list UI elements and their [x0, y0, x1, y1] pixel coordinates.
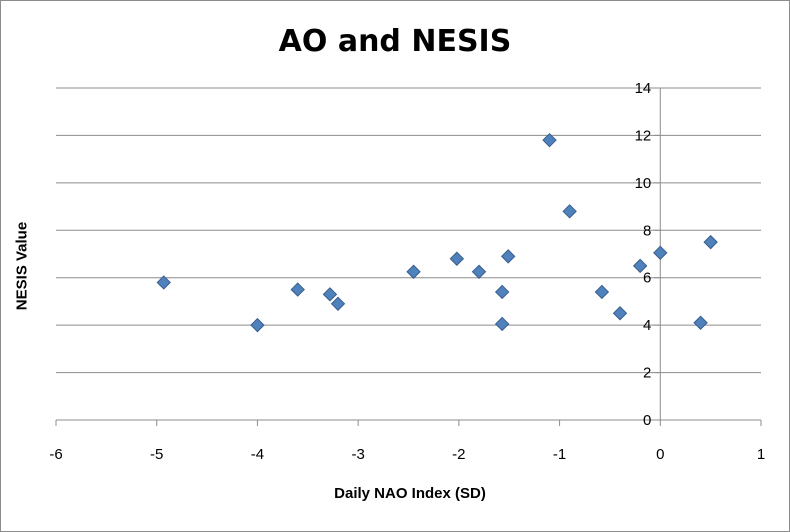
data-point-15 — [632, 258, 648, 274]
gridlines — [56, 87, 761, 374]
data-point-2 — [290, 282, 305, 297]
data-point-1 — [250, 317, 265, 333]
data-point-9 — [494, 316, 510, 332]
y-tick-label-4: 8 — [643, 222, 651, 239]
x-tick-label-3: -3 — [351, 446, 364, 463]
x-tick-label-4: -2 — [452, 446, 465, 463]
x-tick-label-5: -1 — [553, 446, 566, 463]
x-tick-label-7: 1 — [757, 446, 765, 463]
data-point-3 — [322, 287, 338, 302]
x-tick-label-0: -6 — [49, 446, 62, 463]
x-tick-label-6: 0 — [656, 446, 664, 463]
data-point-17 — [693, 315, 708, 330]
y-tick-label-0: 0 — [643, 412, 651, 429]
data-point-0 — [156, 275, 171, 290]
data-point-16 — [653, 245, 668, 261]
y-tick-labels: 0 2 4 6 8 10 12 14 — [635, 80, 652, 429]
chart-title: AO and NESIS — [278, 24, 512, 59]
y-tick-label-1: 2 — [643, 365, 651, 382]
data-point-13 — [594, 284, 610, 300]
data-point-6 — [449, 251, 465, 266]
x-tick-label-1: -5 — [150, 446, 163, 463]
data-point-5 — [406, 264, 421, 279]
data-point-7 — [471, 264, 487, 279]
y-tick-label-2: 4 — [643, 317, 651, 334]
data-point-14 — [612, 306, 628, 321]
data-point-4 — [330, 296, 346, 312]
y-tick-label-7: 14 — [635, 80, 652, 97]
data-point-10 — [501, 249, 516, 264]
y-tick-label-6: 12 — [635, 127, 652, 144]
data-points — [156, 132, 718, 333]
data-point-8 — [494, 284, 510, 300]
y-tick-label-5: 10 — [635, 175, 652, 192]
axes — [55, 87, 762, 426]
data-point-12 — [562, 204, 577, 219]
x-tick-label-2: -4 — [251, 446, 264, 463]
data-point-18 — [703, 234, 718, 250]
data-point-11 — [542, 132, 557, 148]
x-tick-labels: -6 -5 -4 -3 -2 -1 0 1 — [49, 446, 765, 463]
x-axis-label: Daily NAO Index (SD) — [334, 485, 486, 502]
y-tick-label-3: 6 — [643, 270, 651, 287]
